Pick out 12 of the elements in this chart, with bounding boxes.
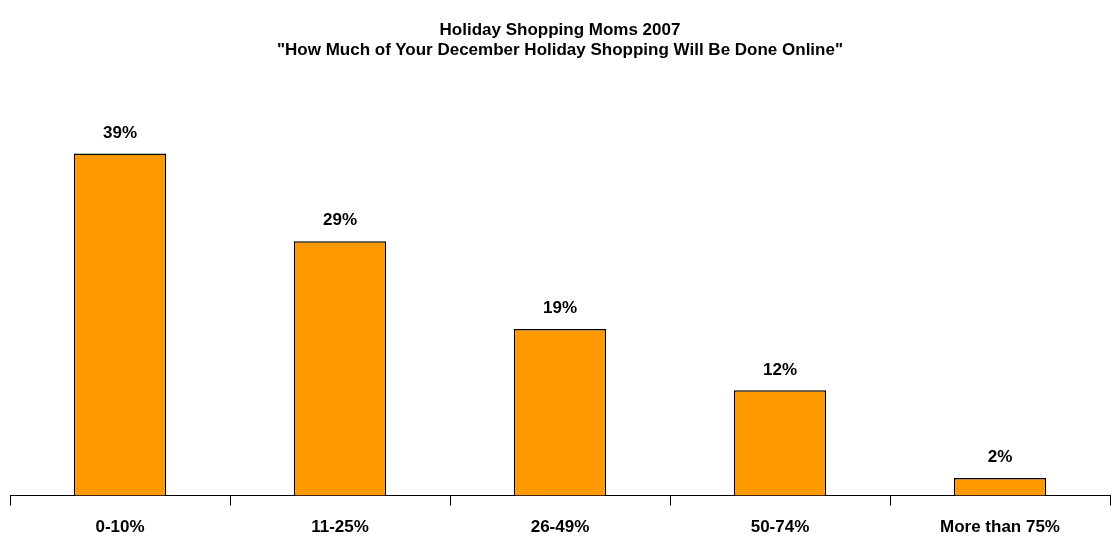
data-label: 39% xyxy=(102,122,138,142)
chart-title: Holiday Shopping Moms 2007 xyxy=(439,19,681,39)
x-tick-label: 0-10% xyxy=(95,517,145,537)
chart-subtitle: "How Much of Your December Holiday Shopping Will Be Done Online" xyxy=(277,40,843,60)
x-tick-label: More than 75% xyxy=(940,517,1060,537)
data-label: 2% xyxy=(987,447,1013,467)
x-tick-label: 50-74% xyxy=(750,517,810,537)
data-label: 12% xyxy=(762,359,798,379)
x-tick-label: 26-49% xyxy=(530,517,590,537)
x-tick-label: 11-25% xyxy=(311,517,369,537)
data-label: 29% xyxy=(322,210,358,230)
data-label: 19% xyxy=(542,298,578,318)
